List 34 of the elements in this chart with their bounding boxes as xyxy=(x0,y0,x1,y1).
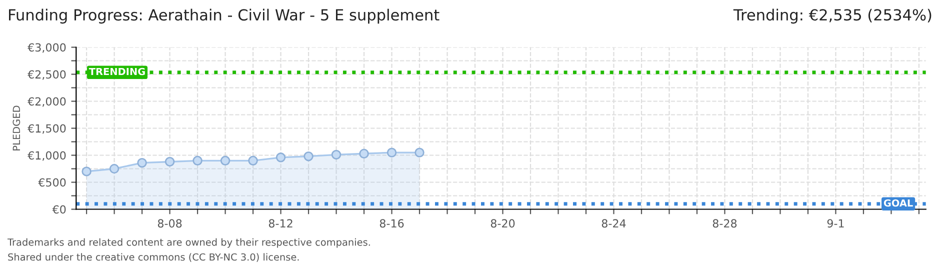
point xyxy=(386,148,397,158)
x-tick-label: 8-12 xyxy=(268,219,292,228)
point xyxy=(220,156,230,166)
y-axis-title: PLEDGED xyxy=(12,106,20,150)
y-tick-label: €1,000 xyxy=(28,151,66,161)
y-tick-label: €0 xyxy=(52,205,66,214)
x-tick-label: 8-28 xyxy=(712,219,737,228)
x-tick-label: 8-16 xyxy=(380,219,404,228)
x-tick-label: 8-08 xyxy=(158,219,182,228)
point xyxy=(82,166,92,176)
point xyxy=(192,156,202,166)
text: Trademarks and related content are owned by their respective companies. xyxy=(7,238,370,248)
point xyxy=(137,158,147,168)
point xyxy=(164,156,175,167)
point xyxy=(331,150,342,160)
ref-line-label: TRENDING xyxy=(88,68,145,76)
point xyxy=(414,148,424,158)
y-tick-label: €2,000 xyxy=(28,97,66,107)
point xyxy=(248,156,258,166)
point xyxy=(304,151,314,162)
y-tick-label: €2,500 xyxy=(28,70,66,80)
x-tick-label: 8-20 xyxy=(490,219,515,228)
point xyxy=(276,152,286,162)
y-tick-label: €500 xyxy=(38,178,66,187)
x-tick-label: 9-1 xyxy=(827,219,844,228)
point xyxy=(109,164,120,174)
x-tick-label: 8-24 xyxy=(602,219,626,228)
chart-title: Funding Progress: Aerathain - Civil War - 5 E supplement xyxy=(9,8,440,24)
y-tick-label: €1,500 xyxy=(28,124,66,134)
y-tick-label: €3,000 xyxy=(28,43,66,53)
point xyxy=(359,148,369,158)
ref-line-label: GOAL xyxy=(884,199,913,207)
text: Shared under the creative commons (CC BY-NC 3.0) license. xyxy=(8,253,299,262)
chart-subtitle: Trending: €2,535 (2534%) xyxy=(733,8,932,24)
